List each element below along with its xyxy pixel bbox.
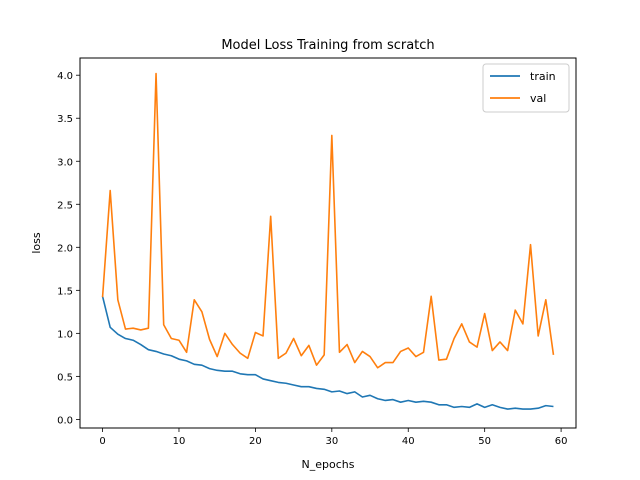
legend-label-train: train: [530, 70, 556, 83]
x-tick-label: 60: [555, 436, 568, 447]
x-tick-label: 50: [478, 436, 491, 447]
y-tick-label: 1.0: [57, 329, 73, 340]
y-tick-label: 4.0: [57, 71, 73, 82]
series-line-val: [101, 72, 555, 369]
x-tick-label: 20: [249, 436, 262, 447]
y-axis-ticks: 0.0 0.5 1.0 1.5 2.0 2.5 3.0 3.5 4.0: [57, 71, 80, 426]
x-tick-label: 10: [173, 436, 186, 447]
y-tick-label: 0.5: [57, 372, 73, 383]
series-line-train: [101, 296, 554, 410]
x-tick-label: 30: [325, 436, 338, 447]
y-tick-label: 3.0: [57, 157, 73, 168]
y-tick-label: 2.0: [57, 243, 73, 254]
x-tick-label: 40: [402, 436, 415, 447]
legend-label-val: val: [530, 92, 546, 105]
y-tick-label: 3.5: [57, 114, 73, 125]
x-tick-label: 0: [99, 436, 105, 447]
x-axis-ticks: 0 10 20 30 40 50 60: [99, 428, 567, 447]
y-tick-label: 1.5: [57, 286, 73, 297]
y-tick-label: 2.5: [57, 200, 73, 211]
legend-box: [482, 63, 570, 113]
plot-area: [101, 72, 555, 410]
y-axis-label: loss: [30, 232, 43, 254]
plot-frame: [79, 57, 577, 429]
x-axis-label: N_epochs: [302, 458, 355, 471]
chart-title: Model Loss Training from scratch: [221, 38, 434, 53]
legend: train val: [482, 63, 570, 113]
y-tick-label: 0.0: [57, 415, 73, 426]
